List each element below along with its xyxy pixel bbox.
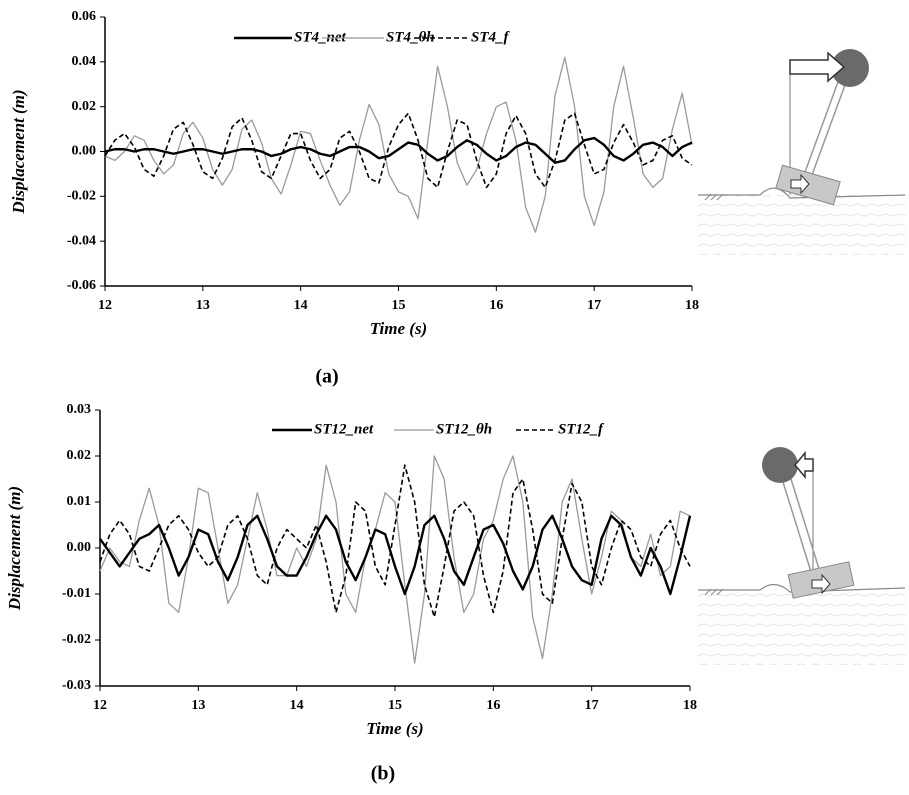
x-tick-label: 13 xyxy=(196,298,210,313)
legend-label: ST4_net xyxy=(294,29,347,45)
x-tick-label: 18 xyxy=(683,698,697,713)
diagram-a xyxy=(698,49,906,255)
y-tick-label: -0.01 xyxy=(62,586,91,601)
y-tick-label: 0.00 xyxy=(67,540,92,555)
x-tick-label: 15 xyxy=(392,298,406,313)
diagram-b xyxy=(698,447,906,665)
legend-label: ST12_net xyxy=(314,421,374,437)
caption: (b) xyxy=(371,763,395,785)
series-line xyxy=(99,455,691,664)
y-tick-label: 0.06 xyxy=(72,9,97,24)
y-axis-title: Displacement (m) xyxy=(9,89,28,214)
legend-label: ST12_θh xyxy=(436,421,492,437)
x-tick-label: 14 xyxy=(290,698,304,713)
y-tick-label: 0.02 xyxy=(67,448,92,463)
x-tick-label: 18 xyxy=(685,298,699,313)
x-tick-label: 15 xyxy=(388,698,402,713)
y-tick-label: -0.02 xyxy=(62,632,91,647)
series-line xyxy=(104,136,693,164)
y-tick-label: 0.01 xyxy=(67,494,92,509)
y-tick-label: 0.02 xyxy=(72,99,97,114)
y-tick-label: -0.06 xyxy=(67,278,96,293)
y-tick-label: 0.03 xyxy=(67,402,92,417)
legend-label: ST4_f xyxy=(471,29,511,45)
y-tick-label: -0.02 xyxy=(67,189,96,204)
legend-label: ST4_θh xyxy=(386,29,435,45)
x-tick-label: 14 xyxy=(294,298,308,313)
x-tick-label: 16 xyxy=(486,698,500,713)
x-tick-label: 16 xyxy=(489,298,503,313)
x-tick-label: 17 xyxy=(587,298,601,313)
x-axis-title: Time (s) xyxy=(370,319,427,338)
series-line xyxy=(104,56,693,233)
legend-label: ST12_f xyxy=(558,421,605,437)
x-tick-label: 13 xyxy=(191,698,205,713)
y-tick-label: 0.00 xyxy=(72,144,97,159)
y-tick-label: 0.04 xyxy=(72,54,97,69)
series-line xyxy=(99,514,692,596)
x-tick-label: 12 xyxy=(98,298,112,313)
y-axis-title: Displacement (m) xyxy=(5,486,24,611)
x-tick-label: 12 xyxy=(93,698,107,713)
y-tick-label: -0.03 xyxy=(62,678,91,693)
y-tick-label: -0.04 xyxy=(67,233,96,248)
x-axis-title: Time (s) xyxy=(366,719,423,738)
x-tick-label: 17 xyxy=(585,698,599,713)
caption: (a) xyxy=(315,366,338,388)
